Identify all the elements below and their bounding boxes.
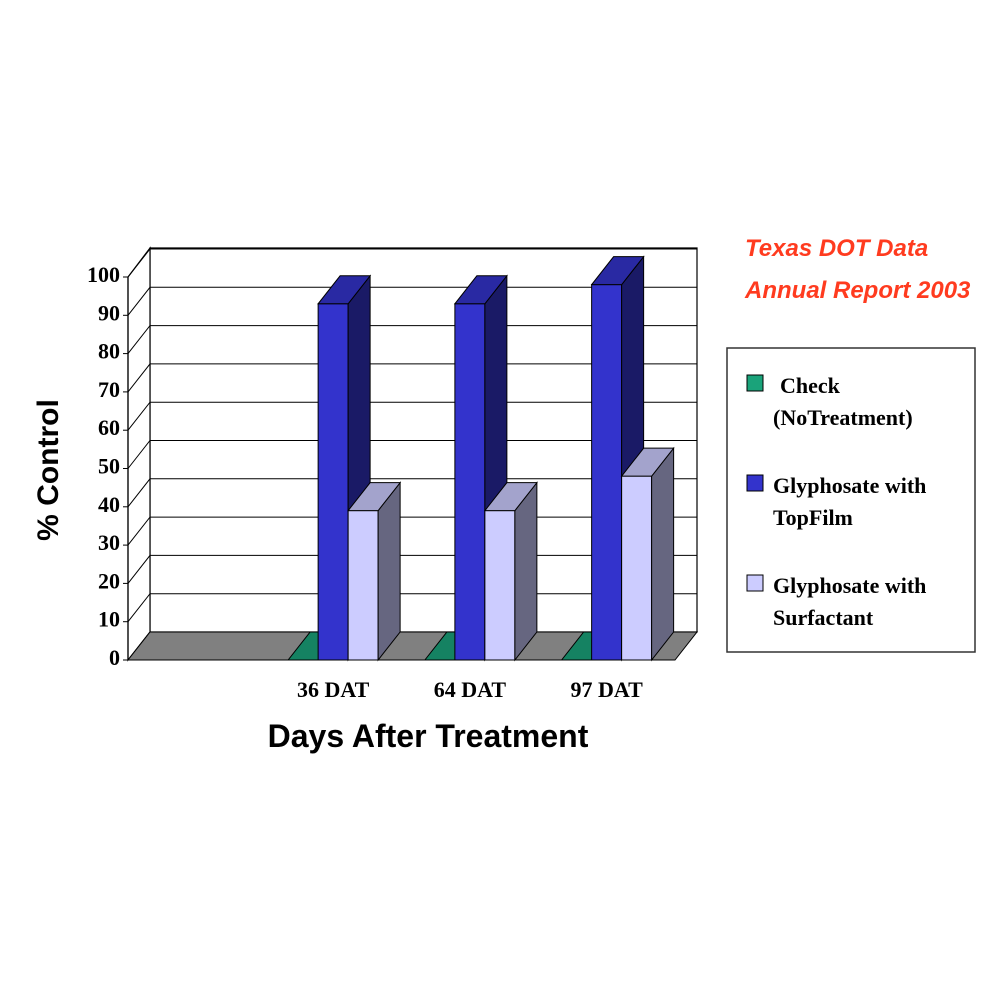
grid-line (127, 286, 697, 316)
y-axis-title: % Control (32, 399, 65, 541)
bar-side (651, 446, 675, 662)
bar-top (453, 275, 508, 305)
legend-swatch (746, 574, 764, 592)
legend-box (726, 347, 976, 653)
bar-top (317, 275, 372, 305)
bar-front (317, 303, 349, 661)
bar-front (621, 475, 653, 661)
bar-top (347, 482, 402, 512)
y-tick-label: 10 (98, 607, 120, 632)
bar (620, 446, 675, 662)
legend-label: Glyphosate with Surfactant (773, 573, 926, 630)
bar (347, 481, 402, 662)
bar-front (591, 284, 623, 661)
x-tick-label: 97 DAT (570, 677, 643, 702)
grid-line (127, 440, 697, 469)
bar-front (347, 510, 379, 661)
x-tick-label: 64 DAT (434, 677, 507, 702)
bar-front (454, 303, 486, 661)
y-tick-label: 100 (87, 262, 120, 287)
y-tick-label: 0 (109, 645, 120, 670)
bar-side (377, 481, 401, 662)
annotation: Texas DOT Data (745, 235, 928, 262)
grid-line (127, 363, 697, 393)
legend-swatch (746, 374, 764, 392)
bar (483, 481, 538, 662)
y-tick-label: 30 (98, 530, 120, 555)
x-tick-label: 36 DAT (297, 677, 370, 702)
grid-line (127, 325, 697, 354)
y-tick-label: 50 (98, 454, 120, 479)
grid-line (127, 478, 697, 508)
grid-line (127, 401, 697, 431)
legend-swatch (746, 474, 764, 492)
annotation: Annual Report 2003 (744, 277, 971, 304)
y-tick-label: 90 (98, 300, 120, 325)
y-tick-label: 40 (98, 492, 120, 517)
y-tick-label: 20 (98, 568, 120, 593)
bar-top (620, 447, 675, 477)
bar-top (590, 256, 645, 286)
legend-label: Glyphosate with TopFilm (773, 473, 926, 530)
y-tick-label: 70 (98, 377, 120, 402)
bar-front (484, 510, 516, 661)
y-tick-label: 60 (98, 415, 120, 440)
bar-side (514, 481, 538, 662)
legend-label: Check (NoTreatment) (773, 373, 913, 430)
x-axis-title: Days After Treatment (268, 718, 589, 754)
bar-top (483, 482, 538, 512)
grid-line (127, 248, 697, 278)
y-tick-label: 80 (98, 339, 120, 364)
